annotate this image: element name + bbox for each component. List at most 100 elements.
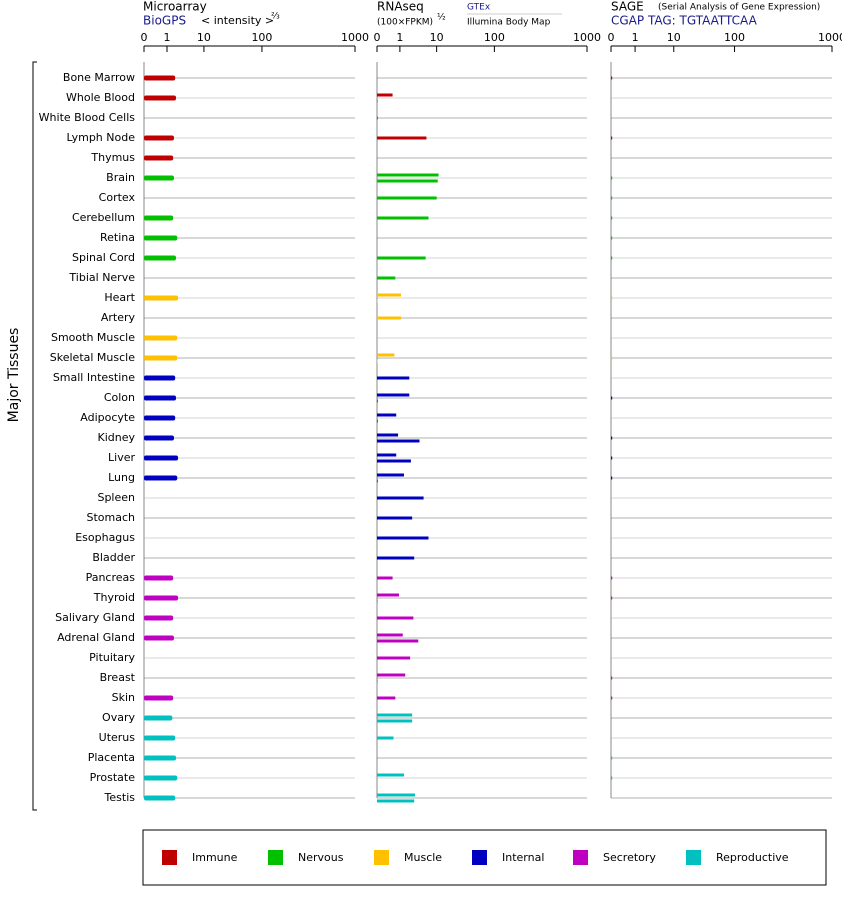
bar [377,516,413,520]
row-label: Bladder [92,551,135,564]
y-axis-label: Major Tissues [6,328,22,423]
row-label: Whole Blood [66,91,135,104]
bar [377,773,404,777]
row-label: Colon [104,391,135,404]
bar [611,436,613,440]
row-label: Small Intestine [53,371,135,384]
row-label: Prostate [90,771,136,784]
bar [377,116,378,120]
bar [377,473,404,477]
row-label: Skin [112,691,135,704]
x-tick-label: 100 [724,31,745,44]
bar [611,476,613,480]
legend-swatch [374,850,389,865]
legend [142,829,827,886]
panel-subtitle: (Serial Analysis of Gene Expression) [658,3,820,13]
bar [144,355,178,361]
legend-label: Internal [502,851,544,864]
bar [144,255,177,261]
bar [144,95,177,101]
row-label: White Blood Cells [39,111,136,124]
bar [144,335,178,341]
row-label: Spleen [97,491,135,504]
bar [144,795,176,801]
bar [377,673,406,677]
row-label: Liver [108,451,135,464]
bar [377,399,378,403]
bar [144,455,179,461]
bar [377,719,413,723]
bar [377,453,397,457]
row-label: Adipocyte [80,411,135,424]
bar [144,575,174,581]
bar [144,155,174,161]
bar [377,793,415,797]
bar [611,176,613,180]
bar [611,696,613,700]
bar [144,415,176,421]
legend-swatch [686,850,701,865]
legend-label: Secretory [603,851,656,864]
panel-source-detail: Illumina Body Map [467,18,551,28]
scale-exponent: ⅔ [271,12,280,22]
bar [611,256,613,260]
bar [377,616,414,620]
x-tick-label: 100 [251,31,272,44]
bar [144,75,176,81]
bar [144,615,174,621]
bar [377,173,439,177]
row-label: Kidney [97,431,135,444]
x-tick-label: 1 [396,31,403,44]
legend-swatch [162,850,177,865]
bar [144,775,178,781]
bar [144,735,176,741]
row-label: Salivary Gland [55,611,135,624]
scale-exponent: ½ [437,13,446,23]
row-label: Brain [106,171,135,184]
row-label: Spinal Cord [72,251,135,264]
bar [377,736,394,740]
row-label: Testis [104,791,136,804]
bar [611,196,613,200]
bar [377,599,378,603]
bar [377,679,378,683]
row-label: Thymus [90,151,135,164]
x-tick-label: 10 [667,31,681,44]
bar [377,556,415,560]
bar [611,776,613,780]
bar [377,593,399,597]
legend-swatch [472,850,487,865]
x-tick-label: 1 [163,31,170,44]
row-label: Placenta [88,751,135,764]
x-tick-label: 0 [374,31,381,44]
panel-title: SAGE [611,0,644,14]
bar [144,235,178,241]
panel-title: Microarray [143,0,207,14]
bar [144,595,179,601]
panel-source: CGAP TAG: TGTAATTCAA [611,14,758,28]
bar [377,413,397,417]
bar [377,433,399,437]
bar [144,175,174,181]
row-label: Heart [104,291,135,304]
x-tick-label: 1000 [341,31,369,44]
bar [611,676,613,680]
row-label: Lung [108,471,135,484]
bar [377,196,437,200]
bar [611,216,613,220]
x-tick-label: 10 [430,31,444,44]
bar [611,76,613,80]
bar [377,93,393,97]
bar [377,639,419,643]
bar [377,316,401,320]
bar [377,216,429,220]
row-label: Cortex [99,191,136,204]
row-label: Ovary [102,711,135,724]
bar [611,576,613,580]
scale-label: (100×FPKM) [377,18,433,28]
bar [377,536,429,540]
legend-label: Nervous [298,851,344,864]
bar [611,596,613,600]
x-tick-label: 100 [484,31,505,44]
bar [144,435,174,441]
